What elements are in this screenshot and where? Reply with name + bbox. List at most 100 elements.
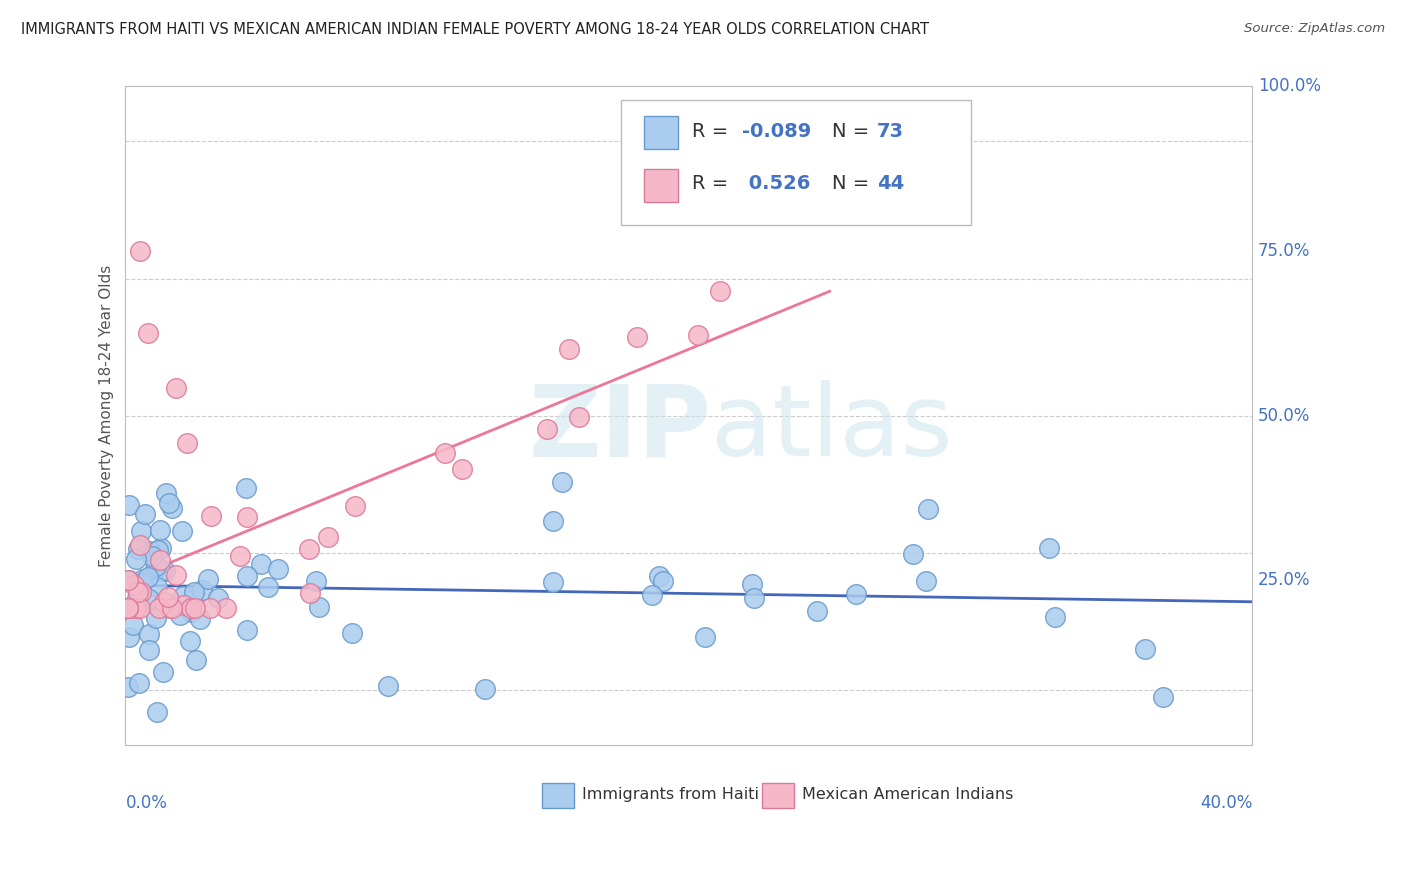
Point: [215, 600, 238, 615]
Point: [127, 600, 149, 615]
Point: [180, 605, 202, 619]
Point: [118, 498, 141, 512]
Point: [170, 524, 193, 539]
Point: [127, 541, 149, 556]
Point: [165, 381, 187, 395]
Point: [433, 446, 456, 460]
Point: [155, 486, 177, 500]
Point: [117, 681, 139, 695]
Point: [157, 600, 180, 615]
Point: [695, 631, 717, 645]
Point: [127, 584, 149, 599]
Point: [136, 570, 159, 584]
Point: [340, 626, 363, 640]
Point: [845, 587, 868, 601]
Point: [266, 562, 288, 576]
Point: [127, 591, 149, 606]
FancyBboxPatch shape: [543, 782, 574, 807]
Point: [169, 608, 191, 623]
Point: [709, 285, 731, 299]
Point: [129, 538, 152, 552]
Point: [543, 574, 565, 589]
Text: R =: R =: [692, 121, 728, 141]
Point: [228, 549, 250, 563]
Point: [149, 552, 172, 566]
Point: [648, 569, 671, 583]
Text: 73: 73: [877, 121, 904, 141]
Text: Source: ZipAtlas.com: Source: ZipAtlas.com: [1244, 22, 1385, 36]
Point: [180, 600, 202, 615]
Point: [543, 514, 565, 528]
Point: [149, 523, 172, 537]
Point: [136, 326, 159, 341]
Point: [118, 630, 141, 644]
Point: [200, 508, 222, 523]
Point: [344, 499, 367, 513]
Point: [149, 541, 172, 555]
Point: [558, 343, 581, 357]
Point: [131, 573, 153, 587]
Point: [235, 481, 257, 495]
Point: [1133, 642, 1156, 657]
Text: N =: N =: [832, 175, 869, 194]
Point: [641, 588, 664, 602]
Point: [1043, 610, 1066, 624]
Point: [183, 585, 205, 599]
Point: [316, 530, 339, 544]
Point: [117, 600, 139, 615]
Point: [903, 547, 925, 561]
Point: [197, 572, 219, 586]
Point: [308, 600, 330, 615]
Point: [148, 543, 170, 558]
Point: [741, 577, 763, 591]
Point: [124, 552, 146, 566]
Point: [184, 600, 207, 615]
Point: [129, 600, 152, 615]
Point: [914, 574, 936, 589]
Point: [236, 569, 259, 583]
Point: [806, 604, 828, 618]
Point: [568, 410, 591, 425]
Point: [450, 462, 472, 476]
Point: [305, 574, 328, 588]
Point: [129, 584, 152, 599]
Text: ZIP: ZIP: [529, 380, 711, 477]
Point: [134, 507, 156, 521]
Point: [551, 475, 574, 489]
Point: [176, 436, 198, 450]
Point: [139, 544, 162, 558]
Text: Immigrants from Haiti: Immigrants from Haiti: [582, 787, 759, 802]
Point: [256, 580, 278, 594]
Text: 50.0%: 50.0%: [1258, 407, 1310, 425]
Point: [184, 653, 207, 667]
Point: [742, 591, 765, 605]
FancyBboxPatch shape: [621, 100, 970, 225]
Text: atlas: atlas: [711, 380, 953, 477]
Point: [124, 600, 146, 615]
Text: 44: 44: [877, 175, 904, 194]
Point: [165, 567, 187, 582]
Point: [145, 705, 167, 719]
Point: [145, 558, 167, 573]
Point: [138, 627, 160, 641]
Point: [131, 575, 153, 590]
Point: [145, 611, 167, 625]
Point: [198, 600, 221, 615]
Point: [160, 500, 183, 515]
Point: [143, 562, 166, 576]
Point: [236, 623, 259, 637]
Point: [172, 589, 194, 603]
Point: [146, 580, 169, 594]
Text: 25.0%: 25.0%: [1258, 572, 1310, 590]
Point: [117, 600, 139, 615]
FancyBboxPatch shape: [644, 169, 678, 202]
Point: [536, 422, 558, 436]
Point: [188, 611, 211, 625]
Point: [118, 573, 141, 587]
Point: [917, 502, 939, 516]
Point: [157, 496, 180, 510]
Point: [651, 574, 673, 589]
Text: N =: N =: [832, 121, 869, 141]
Point: [153, 595, 176, 609]
Point: [117, 600, 139, 615]
